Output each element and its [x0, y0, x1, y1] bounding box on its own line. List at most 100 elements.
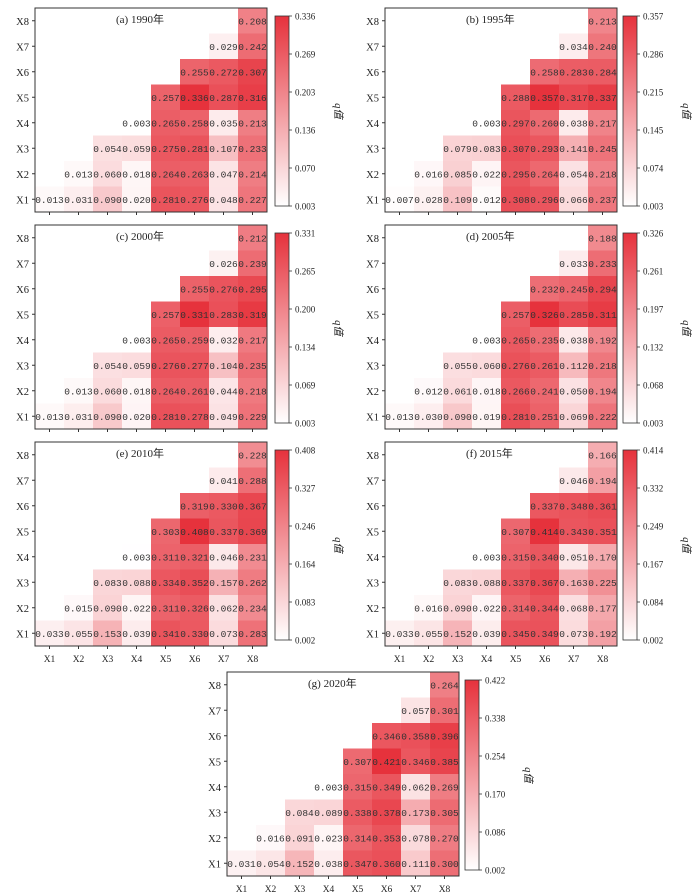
cell-value-label: 0.346 — [372, 731, 401, 742]
cell-value-label: 0.003 — [122, 118, 151, 129]
cell-value-label: 0.265 — [151, 118, 180, 129]
heatmap-cell — [151, 403, 180, 429]
cell-value-label: 0.218 — [588, 169, 617, 180]
heatmap-cell — [151, 110, 180, 136]
cell-value-label: 0.046 — [559, 476, 588, 487]
cell-value-label: 0.031 — [64, 412, 93, 423]
heatmap-cell — [122, 378, 151, 404]
cell-value-label: 0.048 — [209, 195, 238, 206]
heatmap-cell — [430, 850, 459, 876]
cell-value-label: 0.242 — [238, 42, 267, 53]
colorbar-tick-label: 0.134 — [295, 343, 316, 353]
plot-frame — [34, 224, 268, 430]
cell-value-label: 0.152 — [285, 859, 314, 870]
cell-value-label: 0.319 — [180, 501, 209, 512]
cell-value-label: 0.060 — [472, 361, 501, 372]
cell-value-label: 0.228 — [238, 450, 267, 461]
heatmap-cell — [501, 620, 530, 646]
plot-frame — [384, 441, 618, 647]
x-tick-label: X2 — [423, 655, 435, 665]
heatmap-cell — [151, 352, 180, 378]
colorbar-tick-label: 0.246 — [295, 522, 316, 532]
cell-value-label: 0.293 — [530, 144, 559, 155]
heatmap-cell — [151, 595, 180, 621]
cell-value-label: 0.264 — [151, 169, 180, 180]
heatmap-cell — [238, 33, 267, 59]
panel-title: (f) 2015年 — [466, 446, 513, 460]
heatmap-cell — [559, 84, 588, 110]
colorbar-tick-label: 0.336 — [295, 12, 316, 22]
heatmap-cell — [343, 774, 372, 800]
cell-value-label: 0.251 — [530, 412, 559, 423]
heatmap-cell — [414, 186, 443, 212]
heatmap-cell — [472, 135, 501, 161]
heatmap-cell — [35, 620, 64, 646]
cell-value-label: 0.007 — [385, 195, 414, 206]
cell-value-label: 0.358 — [401, 731, 430, 742]
heatmap-cell — [401, 799, 430, 825]
cell-value-label: 0.303 — [151, 527, 180, 538]
colorbar-tick-label: 0.002 — [643, 636, 663, 646]
heatmap-cell — [209, 620, 238, 646]
heatmap-cell — [501, 135, 530, 161]
cell-value-label: 0.031 — [64, 195, 93, 206]
cell-value-label: 0.061 — [443, 386, 472, 397]
heatmap-cell — [93, 378, 122, 404]
colorbar-gradient — [622, 232, 638, 424]
cell-value-label: 0.265 — [151, 335, 180, 346]
heatmap-cell — [559, 250, 588, 276]
x-tick-label: X8 — [597, 655, 609, 665]
heatmap-cell — [588, 186, 617, 212]
cell-value-label: 0.305 — [430, 808, 459, 819]
cell-value-label: 0.015 — [64, 603, 93, 614]
heatmap-cell — [588, 544, 617, 570]
panel-title: (d) 2005年 — [466, 229, 515, 243]
heatmap-cell — [559, 569, 588, 595]
y-tick-label: X4 — [16, 336, 30, 347]
heatmap-cell — [588, 569, 617, 595]
heatmap-cell — [151, 84, 180, 110]
cell-value-label: 0.343 — [559, 527, 588, 538]
heatmap-cell — [209, 518, 238, 544]
cell-value-label: 0.234 — [238, 603, 267, 614]
heatmap-cell — [151, 301, 180, 327]
cell-value-label: 0.033 — [35, 629, 64, 640]
cell-value-label: 0.016 — [256, 833, 285, 844]
colorbar-tick-label: 0.145 — [643, 126, 664, 136]
heatmap-cell — [238, 352, 267, 378]
colorbar-gradient — [464, 679, 480, 871]
colorbar-tick-label: 0.249 — [643, 522, 664, 532]
heatmap-cell — [385, 620, 414, 646]
cell-value-label: 0.016 — [414, 603, 443, 614]
cell-value-label: 0.078 — [401, 833, 430, 844]
cell-value-label: 0.337 — [588, 93, 617, 104]
cell-value-label: 0.297 — [501, 118, 530, 129]
heatmap-cell — [559, 327, 588, 353]
heatmap-cell — [151, 135, 180, 161]
heatmap-cell — [122, 403, 151, 429]
colorbar-tick-label: 0.132 — [643, 343, 663, 353]
cell-value-label: 0.258 — [530, 67, 559, 78]
heatmap-cell — [443, 403, 472, 429]
heatmap-cell — [443, 161, 472, 187]
y-tick-label: X2 — [16, 387, 29, 398]
cell-value-label: 0.301 — [430, 706, 459, 717]
colorbar: 0.414 0.332 0.249 0.167 0.084 0.002 q值 — [622, 446, 692, 646]
y-tick-label: X4 — [366, 119, 380, 130]
heatmap-cell — [443, 620, 472, 646]
heatmap-cell — [472, 595, 501, 621]
heatmap-cell — [122, 595, 151, 621]
cell-value-label: 0.227 — [238, 195, 267, 206]
y-tick-label: X7 — [366, 476, 379, 487]
heatmap-cell — [443, 569, 472, 595]
colorbar: 0.408 0.327 0.246 0.164 0.083 0.002 q值 — [274, 446, 344, 646]
heatmap-cell — [151, 518, 180, 544]
heatmap-cell — [93, 161, 122, 187]
heatmap-cell — [209, 352, 238, 378]
cell-value-label: 0.033 — [559, 259, 588, 270]
heatmap-cell — [180, 301, 209, 327]
cell-value-label: 0.059 — [122, 144, 151, 155]
heatmap-cell — [530, 59, 559, 85]
heatmap-cell — [414, 620, 443, 646]
heatmap-cell — [401, 774, 430, 800]
